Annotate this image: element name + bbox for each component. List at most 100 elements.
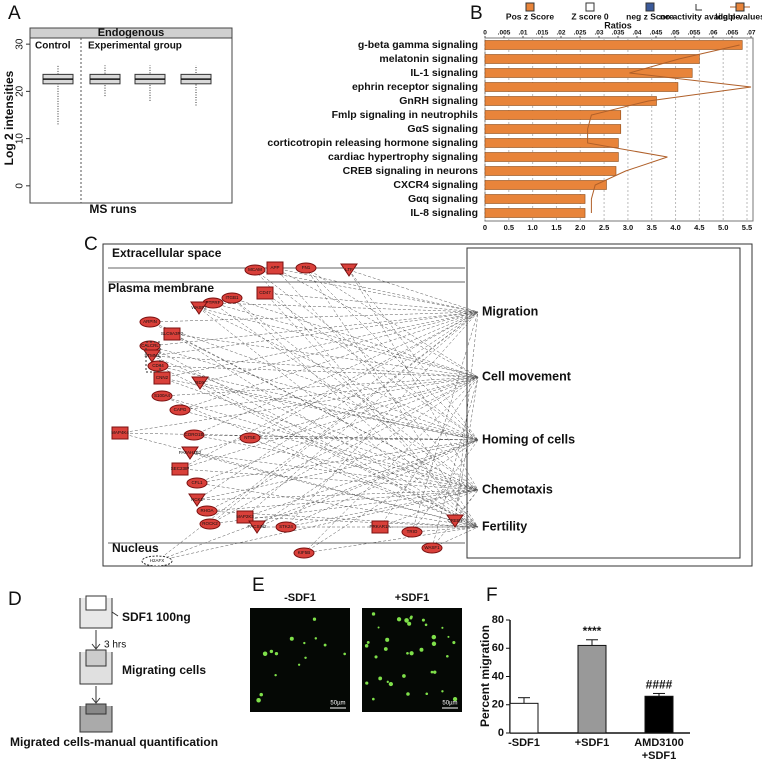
edge <box>149 345 479 441</box>
cell <box>409 616 413 620</box>
node-label: MAP2K3 <box>236 514 254 519</box>
edge <box>199 382 479 441</box>
function-label: Fertility <box>482 519 527 533</box>
node-label: STK24 <box>279 524 293 529</box>
cell <box>406 692 410 696</box>
panel-label: B <box>470 3 483 24</box>
edge <box>161 377 479 441</box>
node <box>171 462 189 476</box>
x2-tick-label: .01 <box>518 30 527 37</box>
edge <box>149 311 479 347</box>
cell <box>262 651 268 656</box>
bar <box>484 208 586 218</box>
x-tick-label: 4.0 <box>670 223 680 232</box>
cell <box>297 663 301 666</box>
x-axis-label: MS runs <box>89 202 137 216</box>
ratio-line <box>587 44 752 213</box>
x-tick-label: 5.0 <box>718 223 728 232</box>
cell <box>364 644 369 648</box>
edge <box>285 439 479 528</box>
bar <box>484 54 700 64</box>
edge <box>209 489 479 525</box>
node-label: CNN2 <box>156 375 169 380</box>
y-tick-label: 10 <box>15 133 26 145</box>
node-label: RHOA <box>200 508 213 513</box>
x-tick-label: 3.0 <box>623 223 633 232</box>
edge <box>431 376 479 549</box>
edge <box>196 439 479 484</box>
y-tick-label: 60 <box>492 642 504 654</box>
bar <box>644 695 674 734</box>
cell <box>430 670 434 674</box>
node-group <box>145 341 161 373</box>
cell <box>372 697 375 701</box>
edge <box>348 269 479 491</box>
schematic <box>79 595 119 733</box>
node-label: CORO1B <box>184 432 203 437</box>
cell <box>452 697 458 702</box>
edge <box>274 267 479 313</box>
node <box>236 510 254 524</box>
category-label: melatonin signaling <box>379 53 478 65</box>
image-label: +SDF1 <box>395 592 430 604</box>
cell <box>421 618 425 622</box>
edge <box>305 267 479 528</box>
legend-icon <box>735 2 745 12</box>
edge <box>303 376 479 554</box>
node <box>188 493 206 507</box>
cell <box>366 640 370 644</box>
node <box>256 286 274 300</box>
node <box>147 360 169 372</box>
node-label: PTPRF <box>206 300 221 305</box>
edge <box>249 311 479 439</box>
node <box>181 446 199 460</box>
cell <box>289 636 294 641</box>
y-tick-label: 20 <box>15 85 26 97</box>
legend-label: no activity available <box>660 11 741 21</box>
micrograph <box>250 608 350 712</box>
node <box>190 301 208 315</box>
significance: **** <box>583 624 602 638</box>
node <box>143 349 161 363</box>
legend-label: Pos z Score <box>506 11 554 21</box>
cell <box>425 692 429 696</box>
edge <box>212 302 479 313</box>
node-label: APP <box>270 265 279 270</box>
edge <box>161 311 479 379</box>
cell <box>377 626 380 629</box>
cell <box>409 651 414 656</box>
x-tick-label: 2.0 <box>575 223 585 232</box>
edge <box>198 307 479 528</box>
edge <box>206 376 479 512</box>
edge <box>193 434 479 441</box>
node <box>371 520 389 534</box>
bar <box>577 644 607 734</box>
node <box>141 555 173 567</box>
edge <box>179 468 479 491</box>
node <box>163 327 181 341</box>
node <box>295 262 317 274</box>
legend-label: log p-values <box>715 11 762 21</box>
x-tick-label: 1.5 <box>551 223 561 232</box>
edge <box>156 439 479 562</box>
edge <box>199 311 479 384</box>
edge <box>209 376 479 525</box>
category-label: corticotropin releasing hormone signalin… <box>267 137 478 149</box>
cell <box>404 618 409 623</box>
cell <box>343 652 346 656</box>
cell <box>402 674 406 678</box>
edge <box>196 376 479 484</box>
node <box>244 264 266 276</box>
node-label: CALCRL <box>141 343 159 348</box>
edge <box>179 376 479 470</box>
node-label: CREB1 <box>447 518 463 523</box>
edge <box>431 526 479 549</box>
cell <box>431 634 437 640</box>
cell <box>274 673 277 677</box>
x2-tick-label: .015 <box>536 30 549 37</box>
node <box>111 426 129 440</box>
legend-icon <box>525 2 535 12</box>
bar <box>484 82 679 92</box>
x2-tick-label: .06 <box>708 30 717 37</box>
